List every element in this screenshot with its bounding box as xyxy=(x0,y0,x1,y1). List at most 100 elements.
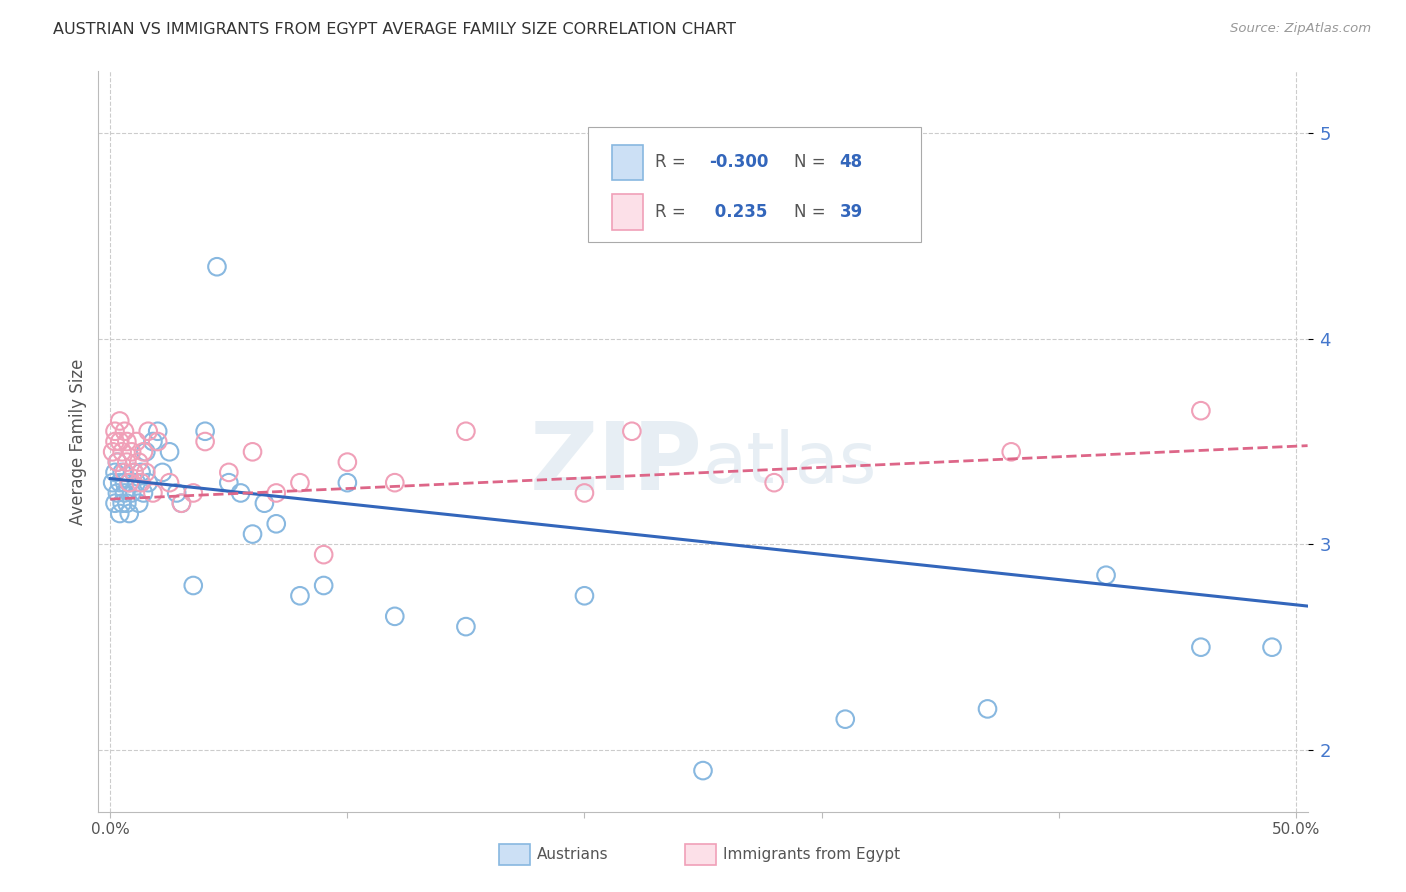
Point xyxy=(1189,640,1212,655)
Text: R =: R = xyxy=(655,203,690,221)
Point xyxy=(574,486,596,500)
Point xyxy=(105,486,128,500)
Point xyxy=(1189,403,1212,417)
Point xyxy=(170,496,193,510)
Point xyxy=(105,455,128,469)
Point xyxy=(136,475,159,490)
Point xyxy=(312,548,335,562)
Point xyxy=(115,434,138,449)
Point xyxy=(229,486,252,500)
Point xyxy=(128,496,150,510)
Bar xyxy=(613,145,643,180)
Point xyxy=(1000,445,1022,459)
Point xyxy=(115,455,138,469)
Point xyxy=(146,434,169,449)
Point xyxy=(692,764,714,778)
Point xyxy=(336,475,359,490)
Point xyxy=(152,466,174,480)
Point xyxy=(194,424,217,438)
Text: ZIP: ZIP xyxy=(530,417,703,509)
Point xyxy=(170,496,193,510)
Point xyxy=(194,434,217,449)
Point xyxy=(114,424,136,438)
Point xyxy=(108,434,131,449)
Point xyxy=(264,486,287,500)
Point xyxy=(181,578,204,592)
Point xyxy=(122,466,145,480)
Text: 48: 48 xyxy=(839,153,863,171)
Point xyxy=(142,434,165,449)
Point xyxy=(128,455,150,469)
Point xyxy=(121,445,143,459)
Point xyxy=(132,445,155,459)
Point xyxy=(384,609,406,624)
Text: -0.300: -0.300 xyxy=(709,153,769,171)
Point xyxy=(976,702,998,716)
Text: Austrians: Austrians xyxy=(537,847,609,862)
Point xyxy=(1095,568,1118,582)
Bar xyxy=(613,194,643,230)
Text: N =: N = xyxy=(793,203,831,221)
Point xyxy=(336,455,359,469)
Point xyxy=(135,466,157,480)
Point xyxy=(121,486,143,500)
Point xyxy=(111,496,134,510)
Point xyxy=(132,486,155,500)
Point xyxy=(574,589,596,603)
Point xyxy=(115,496,138,510)
Text: AUSTRIAN VS IMMIGRANTS FROM EGYPT AVERAGE FAMILY SIZE CORRELATION CHART: AUSTRIAN VS IMMIGRANTS FROM EGYPT AVERAG… xyxy=(53,22,737,37)
Point xyxy=(104,424,127,438)
Text: N =: N = xyxy=(793,153,831,171)
Point xyxy=(242,527,264,541)
Point xyxy=(166,486,188,500)
Point xyxy=(129,475,152,490)
Point xyxy=(454,424,477,438)
Text: atlas: atlas xyxy=(703,429,877,499)
Text: 0.235: 0.235 xyxy=(709,203,768,221)
Point xyxy=(125,475,148,490)
Point xyxy=(101,475,124,490)
Point xyxy=(454,619,477,633)
Point xyxy=(129,466,152,480)
Point xyxy=(1261,640,1284,655)
Point xyxy=(135,445,157,459)
Point xyxy=(108,414,131,428)
Point xyxy=(312,578,335,592)
Point xyxy=(264,516,287,531)
Point xyxy=(108,507,131,521)
Point xyxy=(242,445,264,459)
Point xyxy=(146,424,169,438)
Point xyxy=(104,466,127,480)
Point xyxy=(111,445,134,459)
Point xyxy=(253,496,276,510)
Point xyxy=(104,496,127,510)
Point xyxy=(288,589,311,603)
Point xyxy=(125,434,148,449)
Point xyxy=(218,466,240,480)
Point xyxy=(136,424,159,438)
Point xyxy=(118,507,141,521)
Point xyxy=(108,475,131,490)
Point xyxy=(288,475,311,490)
Point xyxy=(104,434,127,449)
Point xyxy=(159,475,181,490)
Point xyxy=(218,475,240,490)
Point xyxy=(114,466,136,480)
Point xyxy=(159,445,181,459)
FancyBboxPatch shape xyxy=(588,127,921,242)
Point xyxy=(118,475,141,490)
Y-axis label: Average Family Size: Average Family Size xyxy=(69,359,87,524)
Point xyxy=(763,475,786,490)
Point xyxy=(111,466,134,480)
Text: 39: 39 xyxy=(839,203,863,221)
Point xyxy=(118,475,141,490)
Text: R =: R = xyxy=(655,153,690,171)
Point xyxy=(114,475,136,490)
Text: Immigrants from Egypt: Immigrants from Egypt xyxy=(723,847,900,862)
Point xyxy=(205,260,228,274)
Point xyxy=(105,455,128,469)
Point xyxy=(122,466,145,480)
Point xyxy=(181,486,204,500)
Point xyxy=(384,475,406,490)
Point xyxy=(114,486,136,500)
